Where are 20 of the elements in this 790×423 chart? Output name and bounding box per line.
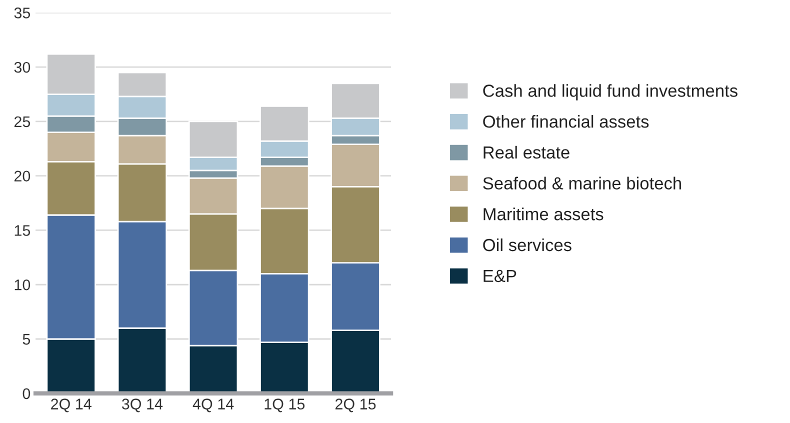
x-tick-label: 2Q 14 xyxy=(51,398,92,412)
y-tick-label: 25 xyxy=(14,116,30,128)
x-tick-label: 1Q 15 xyxy=(264,398,305,412)
legend-label: Maritime assets xyxy=(484,208,604,220)
y-tick-label: 20 xyxy=(14,170,30,182)
y-tick-label: 30 xyxy=(14,62,30,73)
legend-label: Seafood & marine biotech xyxy=(483,176,681,190)
x-tick-label: 4Q 14 xyxy=(192,398,234,412)
legend-label: E&P xyxy=(484,270,516,282)
x-tick-label: 3Q 14 xyxy=(122,398,163,412)
y-tick-label: 10 xyxy=(14,279,30,290)
y-tick-label: 35 xyxy=(14,8,30,18)
x-tick-label: 2Q 15 xyxy=(335,398,376,412)
legend-label: Cash and liquid fund investments xyxy=(483,84,738,100)
y-tick-label: 15 xyxy=(14,225,30,236)
y-tick-label: 5 xyxy=(22,334,30,345)
legend-label: Other financial assets xyxy=(483,115,649,128)
legend-label: Real estate xyxy=(484,146,570,159)
legend-label: Oil services xyxy=(483,238,572,252)
y-tick-label: 0 xyxy=(22,388,30,400)
